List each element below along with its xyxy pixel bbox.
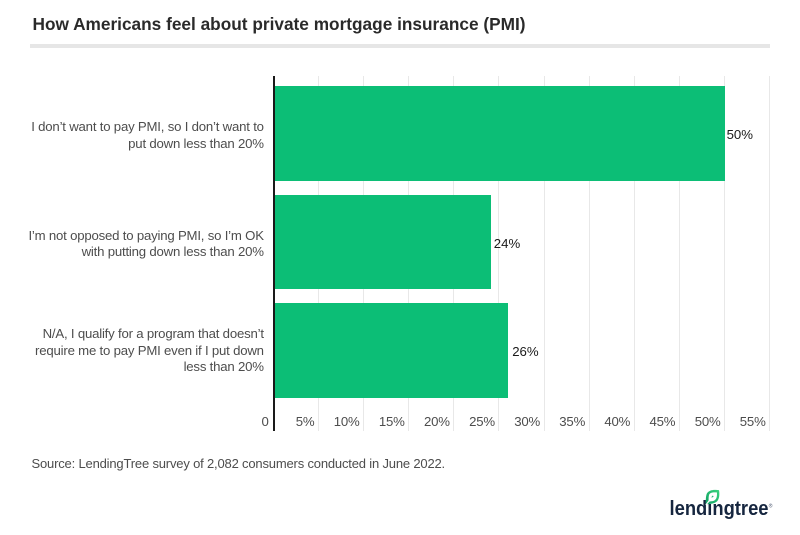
svg-text:lendingtree: lendingtree xyxy=(670,498,769,520)
svg-text:®: ® xyxy=(769,503,773,510)
